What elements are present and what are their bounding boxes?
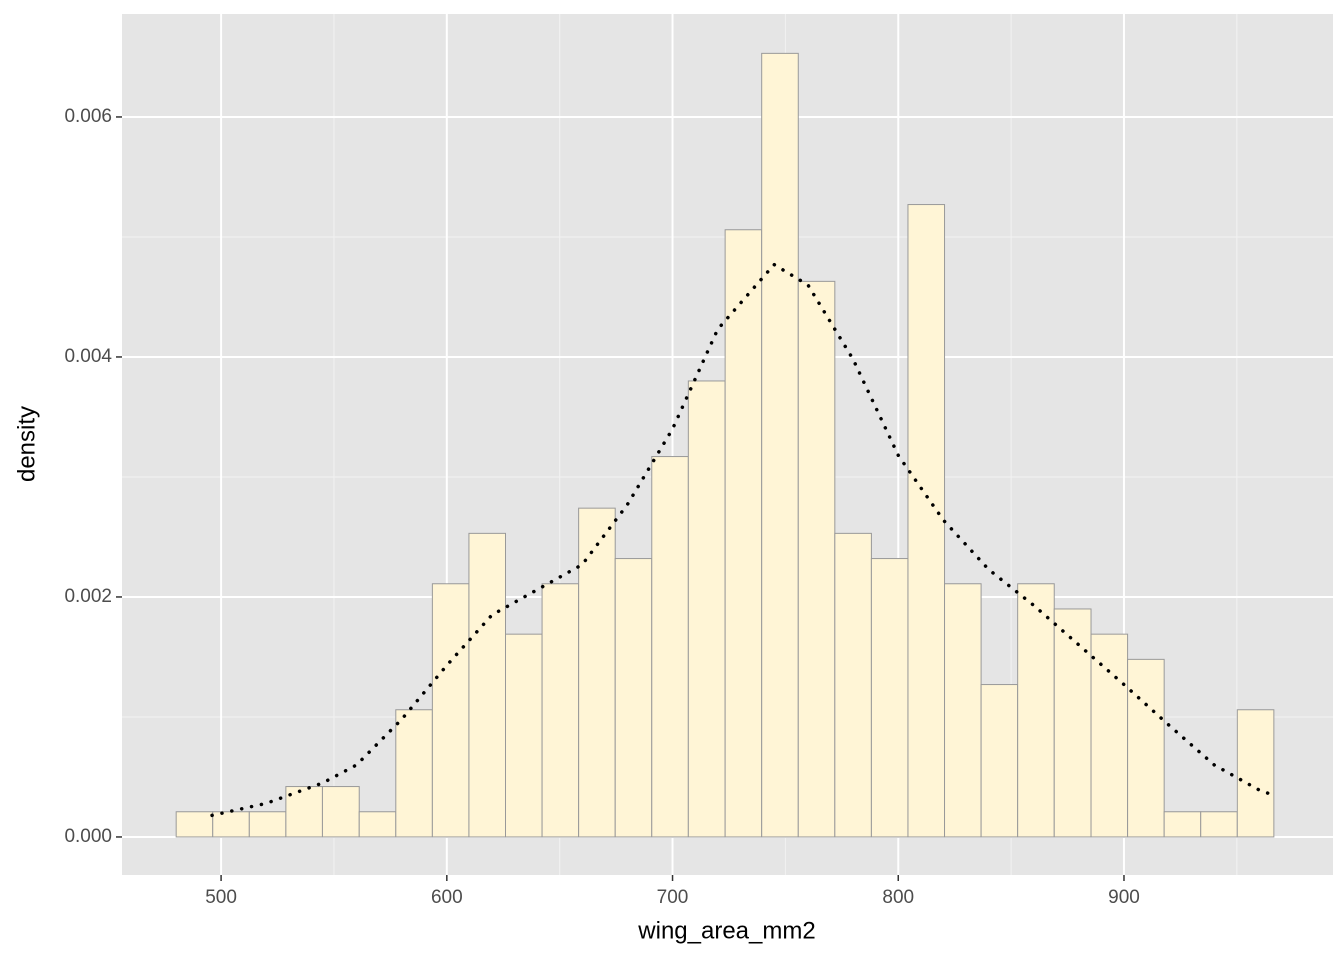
bar [797, 280, 836, 838]
bar [761, 52, 799, 838]
bar [724, 229, 763, 838]
bar [907, 204, 946, 838]
bar [1236, 709, 1275, 838]
bar [468, 532, 507, 838]
y-axis-title: density [13, 406, 40, 482]
bar [175, 811, 214, 838]
bar [687, 380, 726, 838]
bar [248, 811, 287, 838]
y-tick-label: 0.006 [64, 106, 112, 127]
bar [1053, 608, 1092, 838]
x-tick-label: 500 [205, 887, 237, 908]
density-curve [210, 262, 1275, 818]
x-tick-label: 900 [1108, 887, 1140, 908]
bar [358, 811, 397, 838]
bar [578, 507, 616, 838]
bar [980, 684, 1019, 838]
x-tick-label: 600 [431, 887, 463, 908]
x-tick-label: 700 [657, 887, 689, 908]
bar [651, 456, 689, 838]
y-tick-label: 0.004 [64, 346, 112, 367]
bar [1163, 811, 1202, 838]
bar [614, 558, 653, 838]
bar [1017, 583, 1055, 838]
y-tick-label: 0.002 [64, 586, 112, 607]
bar [212, 811, 250, 838]
bar [541, 583, 580, 838]
bar [395, 709, 433, 838]
x-tick-label: 800 [882, 887, 914, 908]
bar [1200, 811, 1238, 838]
bar [431, 583, 470, 838]
x-axis-title: wing_area_mm2 [637, 917, 815, 944]
y-tick-label: 0.000 [64, 826, 112, 847]
bar [1090, 633, 1129, 838]
bar [870, 558, 909, 838]
bar [321, 786, 360, 838]
bar [834, 532, 872, 838]
bar [944, 583, 982, 838]
bar [505, 633, 543, 838]
bar [1127, 658, 1165, 838]
